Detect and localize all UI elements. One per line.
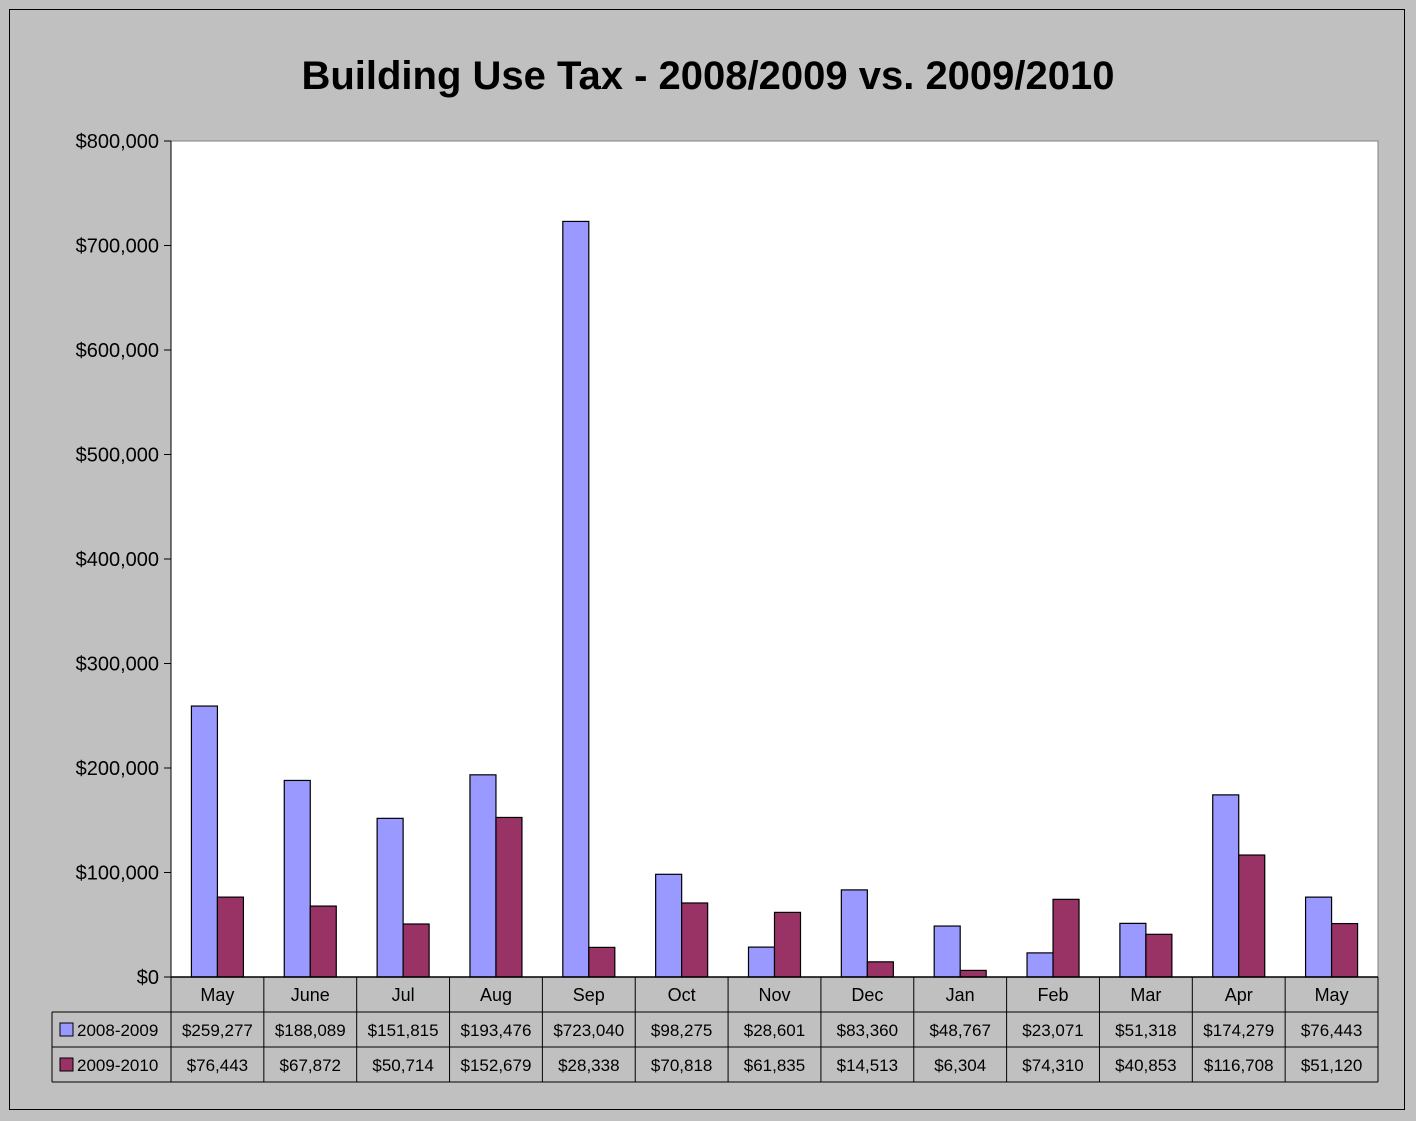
data-table-cell: $70,818 <box>651 1056 712 1075</box>
data-table-cell: $723,040 <box>553 1021 624 1040</box>
data-table-cell: $76,443 <box>1301 1021 1362 1040</box>
data-table-cell: $48,767 <box>929 1021 990 1040</box>
bar-2009-2010-Oct <box>681 902 709 978</box>
data-table-cell: $116,708 <box>1204 1056 1274 1075</box>
bar-2009-2010-May <box>216 896 245 978</box>
data-table-cell: $67,872 <box>280 1056 341 1075</box>
x-category-label: Dec <box>851 985 883 1005</box>
x-category-label: Aug <box>480 985 512 1005</box>
data-table-cell: $40,853 <box>1115 1056 1176 1075</box>
x-category-label: May <box>200 985 234 1005</box>
data-table-cell: $151,815 <box>368 1021 439 1040</box>
data-table-cell: $6,304 <box>934 1056 986 1075</box>
bar-2009-2010-Nov <box>773 911 802 978</box>
data-table-cell: $152,679 <box>461 1056 532 1075</box>
y-tick-label: $400,000 <box>76 549 159 571</box>
x-category-label: Oct <box>668 985 696 1005</box>
data-table-cell: $174,279 <box>1203 1021 1274 1040</box>
bar-2008-2009-Oct <box>655 873 683 978</box>
legend-swatch-2009-2010 <box>59 1057 74 1072</box>
data-table-cell: $28,601 <box>744 1021 805 1040</box>
bar-2008-2009-Sep <box>562 220 590 978</box>
bar-2009-2010-Dec <box>866 961 894 978</box>
bar-2009-2010-Feb <box>1052 898 1080 978</box>
bar-2008-2009-Aug <box>469 774 497 978</box>
bar-2008-2009-Apr <box>1212 794 1240 978</box>
data-table-cell: $98,275 <box>651 1021 712 1040</box>
x-category-label: June <box>291 985 330 1005</box>
data-table-cell: $83,360 <box>837 1021 898 1040</box>
bar-2008-2009-Nov <box>747 946 776 978</box>
legend-label: 2008-2009 <box>77 1021 158 1040</box>
bar-2008-2009-Jul <box>376 817 404 978</box>
bar-2009-2010-May <box>1330 922 1359 978</box>
bar-2009-2010-Sep <box>588 946 616 978</box>
x-category-label: Mar <box>1130 985 1161 1005</box>
y-tick-label: $500,000 <box>76 445 159 467</box>
bar-2008-2009-May <box>1304 896 1333 978</box>
y-tick-label: $200,000 <box>76 758 159 780</box>
data-table-cell: $76,443 <box>187 1056 248 1075</box>
bar-2009-2010-Jul <box>402 923 430 978</box>
x-category-label: Jan <box>946 985 975 1005</box>
bar-2008-2009-Dec <box>840 889 868 978</box>
y-tick-label: $300,000 <box>76 654 159 676</box>
data-table-cell: $28,338 <box>558 1056 619 1075</box>
chart-title: Building Use Tax - 2008/2009 vs. 2009/20… <box>301 54 1115 98</box>
data-table-cell: $193,476 <box>461 1021 532 1040</box>
bar-2008-2009-May <box>190 705 219 978</box>
plot-area <box>170 140 1379 978</box>
data-table-cell: $50,714 <box>372 1056 433 1075</box>
x-category-label: Feb <box>1038 985 1069 1005</box>
x-category-label: Apr <box>1225 985 1253 1005</box>
bar-2008-2009-Mar <box>1119 922 1147 978</box>
data-table-cell: $188,089 <box>275 1021 346 1040</box>
bar-2008-2009-Feb <box>1026 952 1054 978</box>
y-tick-label: $700,000 <box>76 236 159 258</box>
bar-2009-2010-Jan <box>959 969 987 978</box>
bar-2009-2010-June <box>309 905 337 978</box>
y-tick-label: $800,000 <box>76 131 159 153</box>
bar-2008-2009-June <box>283 779 311 978</box>
y-tick-label: $0 <box>137 967 159 989</box>
y-tick-label: $100,000 <box>76 863 159 885</box>
bar-2009-2010-Apr <box>1238 854 1266 978</box>
x-category-label: Nov <box>758 985 790 1005</box>
bar-2008-2009-Jan <box>933 925 961 978</box>
data-table-cell: $23,071 <box>1022 1021 1083 1040</box>
data-table-cell: $14,513 <box>837 1056 898 1075</box>
data-table-cell: $51,318 <box>1115 1021 1176 1040</box>
bar-2009-2010-Aug <box>495 816 523 978</box>
data-table-cell: $51,120 <box>1301 1056 1362 1075</box>
x-category-label: May <box>1315 985 1349 1005</box>
data-table-cell: $259,277 <box>182 1021 253 1040</box>
x-category-label: Sep <box>573 985 605 1005</box>
legend-swatch-2008-2009 <box>59 1022 74 1037</box>
bar-2009-2010-Mar <box>1145 933 1173 978</box>
data-table-cell: $61,835 <box>744 1056 805 1075</box>
data-table-cell: $74,310 <box>1022 1056 1083 1075</box>
y-tick-label: $600,000 <box>76 340 159 362</box>
legend-label: 2009-2010 <box>77 1056 158 1075</box>
x-category-label: Jul <box>392 985 415 1005</box>
